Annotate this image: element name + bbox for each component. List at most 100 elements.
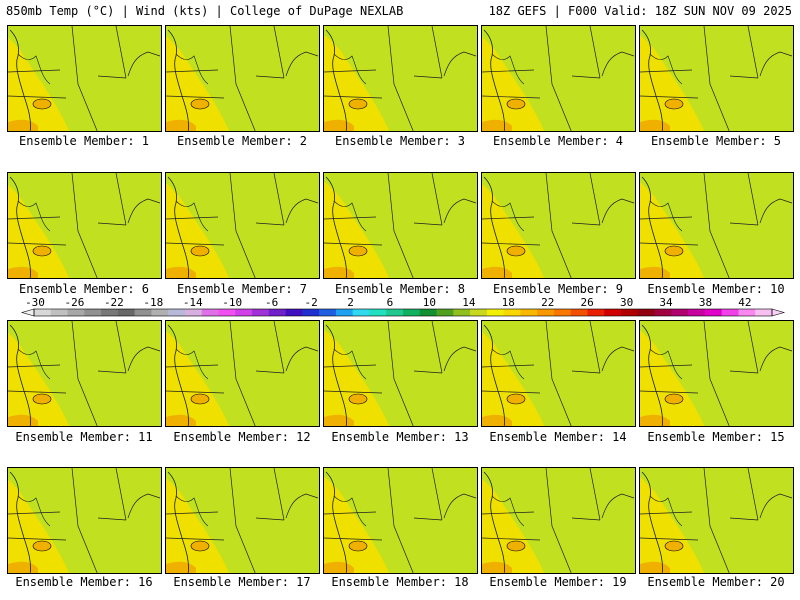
ensemble-member-map: [323, 25, 478, 132]
temperature-field: [8, 321, 161, 426]
colorbar-swatch: [704, 309, 723, 316]
ensemble-member-map: [323, 467, 478, 574]
colorbar-tick-label: 6: [387, 296, 394, 309]
colorbar-max-arrow: [771, 308, 786, 317]
colorbar-swatch: [738, 309, 756, 316]
colorbar-tick-label: 2: [347, 296, 354, 309]
temperature-field: [640, 468, 793, 573]
colorbar-swatch: [235, 309, 253, 316]
colorbar-min-arrow: [20, 308, 35, 317]
member-caption: Ensemble Member: 5: [650, 134, 782, 148]
chart-title: 850mb Temp (°C) | Wind (kts) | College o…: [6, 4, 404, 18]
colorbar-swatch: [268, 309, 287, 316]
member-caption: Ensemble Member: 17: [173, 575, 311, 589]
colorbar-tick-label: 26: [581, 296, 594, 309]
member-caption: Ensemble Member: 1: [18, 134, 150, 148]
colorbar-swatch: [503, 309, 521, 316]
colorbar-swatch: [201, 309, 219, 316]
member-caption: Ensemble Member: 6: [18, 282, 150, 296]
colorbar-swatch: [755, 309, 773, 316]
temperature-field: [324, 26, 477, 131]
colorbar-swatch: [570, 309, 588, 316]
member-caption: Ensemble Member: 18: [331, 575, 469, 589]
colorbar-swatch: [168, 309, 186, 316]
member-caption: Ensemble Member: 19: [489, 575, 627, 589]
colorbar-tick-label: -6: [265, 296, 278, 309]
ensemble-member-map: [165, 320, 320, 427]
temperature-field: [8, 468, 161, 573]
colorbar-tick-label: 30: [620, 296, 633, 309]
colorbar-tick-label: 34: [659, 296, 673, 309]
colorbar-swatch: [553, 309, 572, 316]
run-valid-time: 18Z GEFS | F000 Valid: 18Z SUN NOV 09 20…: [488, 4, 792, 18]
member-caption: Ensemble Member: 2: [176, 134, 308, 148]
colorbar-swatch: [419, 309, 438, 316]
ensemble-member-map: [639, 467, 794, 574]
ensemble-member-map: [481, 172, 636, 279]
temperature-field: [482, 468, 635, 573]
colorbar-swatch: [302, 309, 320, 316]
temperature-field: [640, 173, 793, 278]
member-caption: Ensemble Member: 13: [331, 430, 469, 444]
member-caption: Ensemble Member: 20: [647, 575, 785, 589]
colorbar-tick-label: -14: [183, 296, 203, 309]
ensemble-member-map: [639, 172, 794, 279]
member-caption: Ensemble Member: 3: [334, 134, 466, 148]
colorbar-swatch: [67, 309, 85, 316]
colorbar-swatch: [587, 309, 605, 316]
colorbar-tick-label: -2: [304, 296, 317, 309]
member-caption: Ensemble Member: 15: [647, 430, 785, 444]
temperature-field: [166, 26, 319, 131]
colorbar-swatch: [184, 309, 203, 316]
colorbar-swatch: [252, 309, 270, 316]
ensemble-member-map: [165, 172, 320, 279]
colorbar-swatch: [134, 309, 152, 316]
colorbar-swatch: [151, 309, 169, 316]
colorbar-tick-label: 14: [462, 296, 476, 309]
ensemble-member-map: [323, 172, 478, 279]
colorbar-swatch: [101, 309, 119, 316]
colorbar-swatch: [335, 309, 354, 316]
colorbar-tick-label: -22: [104, 296, 124, 309]
ensemble-member-map: [323, 320, 478, 427]
colorbar-swatch: [369, 309, 387, 316]
colorbar-swatch: [386, 309, 404, 316]
ensemble-member-map: [165, 467, 320, 574]
temperature-field: [324, 173, 477, 278]
temperature-field: [640, 26, 793, 131]
ensemble-member-map: [165, 25, 320, 132]
colorbar-swatch: [84, 309, 102, 316]
temperature-field: [482, 26, 635, 131]
member-caption: Ensemble Member: 11: [15, 430, 153, 444]
ensemble-member-map: [481, 320, 636, 427]
temperature-colorbar: -30 -26 -22 -18 -14 -10 -6 -2 2 6 10 14 18 22 26 30 34 38…: [20, 296, 786, 317]
colorbar-swatch: [621, 309, 639, 316]
colorbar-swatch: [453, 309, 471, 316]
temperature-field: [8, 173, 161, 278]
member-caption: Ensemble Member: 10: [647, 282, 785, 296]
member-caption: Ensemble Member: 7: [176, 282, 308, 296]
colorbar-swatch: [319, 309, 337, 316]
colorbar-swatch: [50, 309, 69, 316]
temperature-field: [166, 173, 319, 278]
member-caption: Ensemble Member: 8: [334, 282, 466, 296]
colorbar-swatch: [486, 309, 505, 316]
colorbar-swatch: [688, 309, 706, 316]
member-caption: Ensemble Member: 14: [489, 430, 627, 444]
temperature-field: [166, 321, 319, 426]
temperature-field: [8, 26, 161, 131]
colorbar-swatch: [285, 309, 303, 316]
member-caption: Ensemble Member: 4: [492, 134, 624, 148]
temperature-field: [482, 321, 635, 426]
colorbar-swatch: [218, 309, 236, 316]
colorbar-tick-label: -18: [143, 296, 163, 309]
colorbar-swatch: [34, 309, 52, 316]
colorbar-swatch: [352, 309, 370, 316]
member-caption: Ensemble Member: 16: [15, 575, 153, 589]
colorbar-tick-label: 10: [423, 296, 436, 309]
colorbar-tick-label: -26: [65, 296, 85, 309]
temperature-field: [482, 173, 635, 278]
colorbar-tick-label: -30: [25, 296, 45, 309]
temperature-field: [324, 468, 477, 573]
colorbar-swatch: [604, 309, 622, 316]
